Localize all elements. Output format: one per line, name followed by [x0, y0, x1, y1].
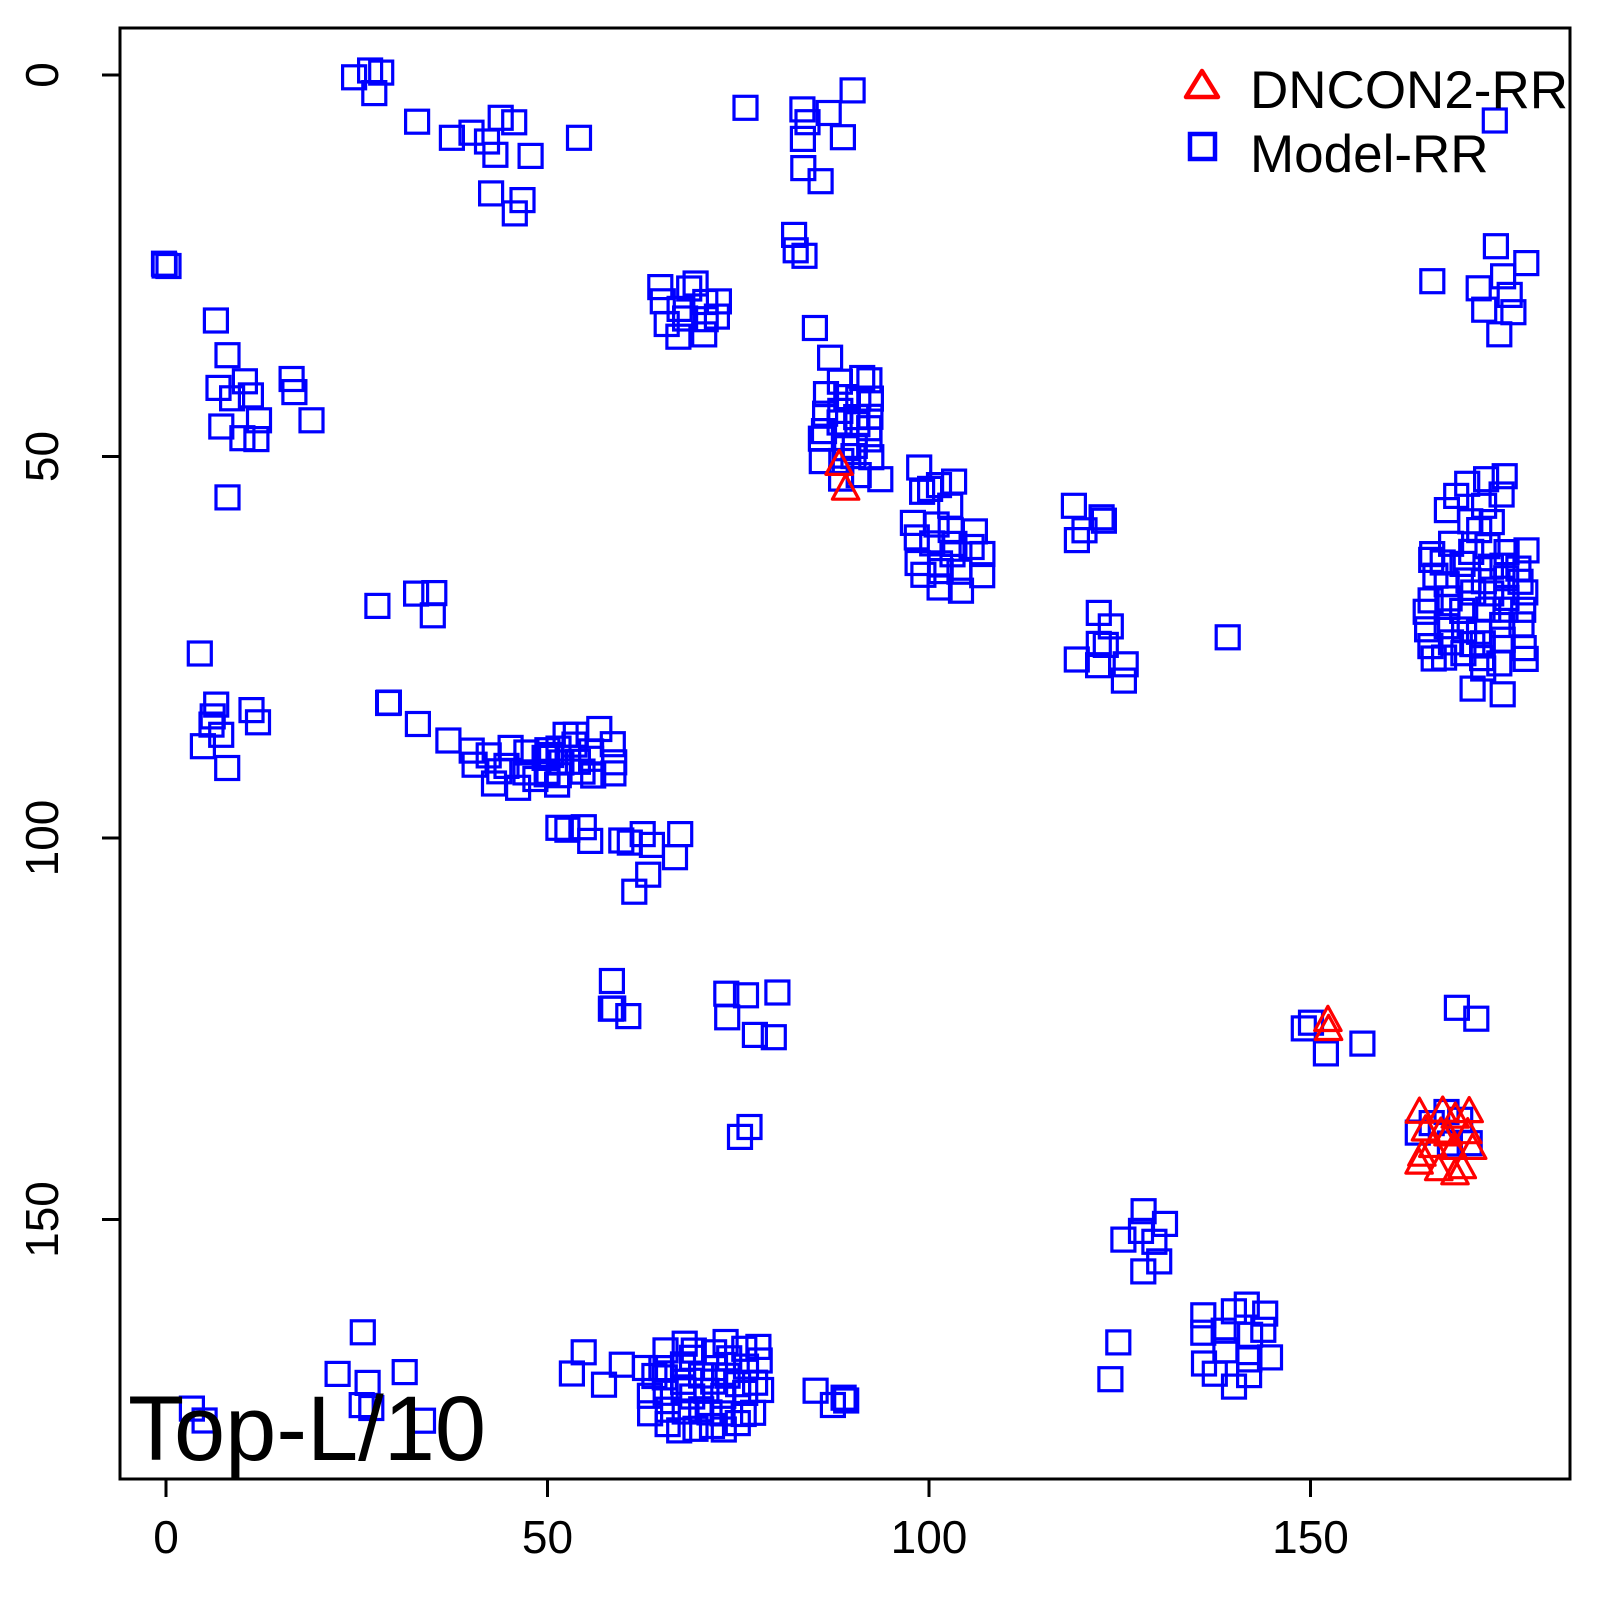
svg-text:Model-RR: Model-RR	[1250, 125, 1489, 184]
svg-text:100: 100	[16, 800, 68, 877]
svg-text:100: 100	[891, 1511, 968, 1563]
svg-text:150: 150	[1272, 1511, 1349, 1563]
svg-text:0: 0	[16, 62, 68, 88]
svg-text:50: 50	[522, 1511, 573, 1563]
svg-text:150: 150	[16, 1181, 68, 1258]
svg-text:50: 50	[16, 431, 68, 482]
svg-text:DNCON2-RR: DNCON2-RR	[1250, 61, 1568, 120]
svg-text:0: 0	[153, 1511, 179, 1563]
svg-text:Top-L/10: Top-L/10	[128, 1378, 486, 1480]
